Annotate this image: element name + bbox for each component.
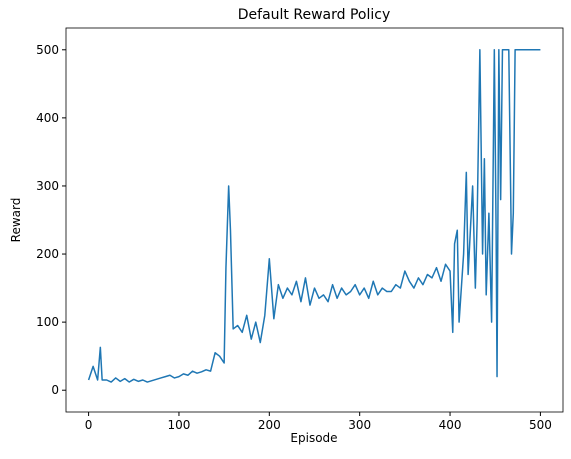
y-tick-label: 100 xyxy=(36,315,59,329)
chart-title: Default Reward Policy xyxy=(238,7,390,23)
line xyxy=(87,49,541,383)
x-axis-label: Episode xyxy=(290,431,337,445)
x-tick-label: 500 xyxy=(529,418,552,432)
y-tick-label: 500 xyxy=(36,43,59,57)
y-tick-label: 200 xyxy=(36,247,59,261)
y-tick-label: 300 xyxy=(36,179,59,193)
x-tick-label: 300 xyxy=(348,418,371,432)
y-tick-label: 0 xyxy=(51,383,59,397)
x-tick-label: 100 xyxy=(168,418,191,432)
x-tick-label: 200 xyxy=(258,418,281,432)
y-axis-label: Reward xyxy=(9,198,23,243)
plot-frame xyxy=(65,27,564,413)
x-tick-label: 0 xyxy=(85,418,93,432)
x-tick-label: 400 xyxy=(439,418,462,432)
y-tick-label: 400 xyxy=(36,111,59,125)
